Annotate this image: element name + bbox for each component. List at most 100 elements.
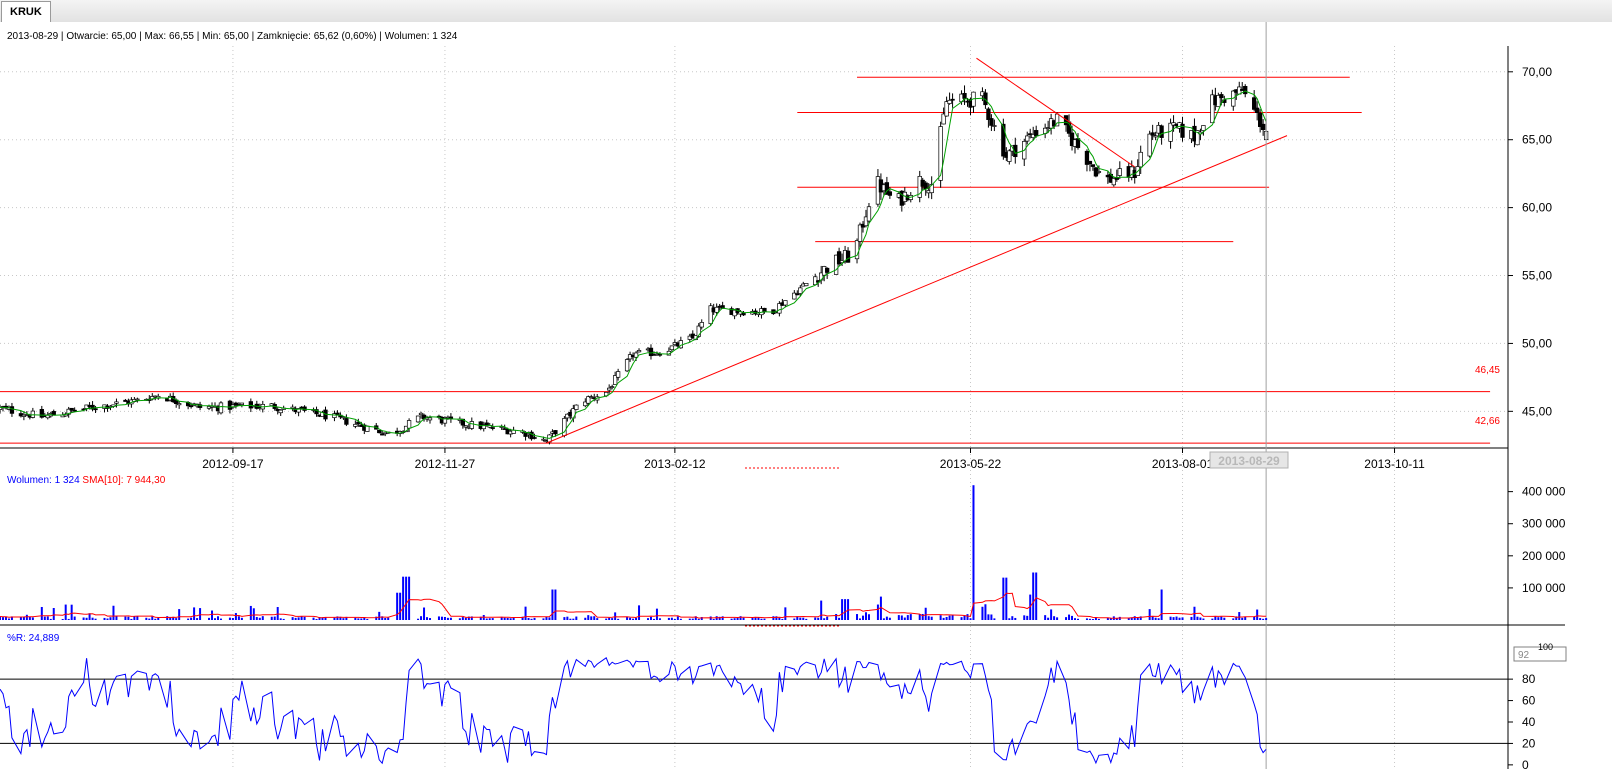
candle-body [845, 250, 851, 263]
candle-body [1168, 122, 1173, 142]
candle-body [986, 108, 991, 120]
volume-bar [1214, 616, 1217, 620]
info-close: Zamknięcie: 65,62 (0,60%) [257, 31, 377, 42]
volume-bar [524, 606, 527, 620]
volume-bar [449, 617, 452, 620]
volume-bar [969, 618, 972, 620]
candle-body [511, 429, 516, 434]
price-sma-line [0, 90, 1267, 439]
volume-bar [1068, 614, 1071, 620]
volume-bar [566, 616, 569, 620]
volume-bar [151, 616, 154, 620]
volume-bar [1115, 618, 1118, 620]
volume-bar [903, 617, 906, 620]
volume-bar [1056, 617, 1059, 620]
volume-bar [1238, 612, 1241, 620]
volume-bar [805, 618, 808, 620]
volume-bar [1085, 618, 1088, 620]
candle-body [1096, 171, 1102, 173]
candle-body [929, 184, 934, 194]
volume-bar [730, 618, 733, 620]
volume-bar [378, 611, 381, 620]
volume-bar [420, 616, 423, 620]
price-tick-label: 70,00 [1522, 65, 1552, 79]
volume-bar [993, 618, 996, 620]
candle-body [1210, 94, 1215, 124]
volume-bar [405, 576, 408, 620]
volume-bar [10, 616, 13, 620]
volume-bar [1232, 618, 1235, 620]
volume-bar [593, 616, 596, 620]
volume-bar [799, 617, 802, 620]
volume-bar [387, 617, 390, 620]
volume-bar [882, 618, 885, 620]
volume-bar [479, 616, 482, 620]
volume-bar [814, 617, 817, 620]
volume-bar [527, 618, 530, 620]
volume-bar [467, 616, 470, 620]
volume-bar [778, 617, 781, 620]
volume-bar [548, 617, 551, 620]
volume-bar [676, 616, 679, 620]
volume-bar [861, 615, 864, 620]
volume-bar [921, 613, 924, 620]
stock-chart[interactable]: 2013-08-29 | Otwarcie: 65,00 | Max: 66,5… [0, 22, 1612, 769]
candle-body [532, 437, 537, 439]
volume-bar [85, 617, 88, 620]
candle-body [1260, 123, 1266, 130]
candle-body [1034, 130, 1039, 137]
wr-tick-label: 0 [1522, 758, 1529, 769]
volume-bar [1050, 609, 1053, 620]
volume-bar [106, 618, 109, 620]
volume-bar [617, 618, 620, 620]
volume-bar [0, 616, 1, 620]
candle-body [962, 92, 967, 99]
volume-bar [760, 618, 763, 620]
volume-sma-legend-value: SMA[10]: 7 944,30 [82, 475, 165, 486]
volume-bar [984, 604, 987, 620]
volume-bar [614, 612, 617, 620]
grid-lines [0, 46, 1508, 769]
volume-bar [199, 608, 202, 620]
volume-bar [942, 617, 945, 620]
volume-bar [231, 618, 234, 620]
volume-bar [25, 614, 28, 620]
volume-bar [879, 596, 882, 620]
tab-kruk[interactable]: KRUK [1, 1, 51, 22]
candle-body [825, 267, 830, 273]
volume-bar [1, 617, 4, 620]
volume-bar [721, 616, 724, 620]
volume-bar [1014, 617, 1017, 620]
volume-bar [366, 618, 369, 620]
volume-bar [569, 618, 572, 620]
candle-body [197, 404, 203, 408]
volume-bar [67, 618, 70, 620]
volume-bar [270, 616, 273, 620]
candle-body [612, 375, 618, 385]
volume-bar [835, 614, 838, 620]
volume-bar [157, 617, 160, 620]
volume-bar [802, 617, 805, 620]
candle-body [574, 404, 579, 410]
candle-body [177, 403, 182, 406]
date-axis: 2012-09-17 2012-11-27 2013-02-12 2013-05-22… [202, 448, 1425, 471]
trendlines[interactable] [546, 57, 1288, 444]
wr-tick-label: 80 [1522, 672, 1536, 686]
volume-bar [963, 615, 966, 620]
volume-bar [638, 605, 641, 620]
candle-body [1117, 168, 1122, 176]
candle-body [1147, 133, 1152, 157]
volume-bar [512, 617, 515, 620]
volume-bar [1091, 619, 1094, 620]
candle-body [783, 300, 788, 306]
candle-body [481, 424, 486, 430]
volume-bar [772, 616, 775, 620]
candle-body [90, 404, 95, 410]
volume-bar [357, 618, 360, 620]
candle-body [714, 306, 719, 313]
candle-body [415, 415, 421, 423]
volume-bar [906, 615, 909, 620]
volume-bar [784, 607, 787, 620]
volume-bar [216, 616, 219, 620]
price-tick-label: 55,00 [1522, 269, 1552, 283]
